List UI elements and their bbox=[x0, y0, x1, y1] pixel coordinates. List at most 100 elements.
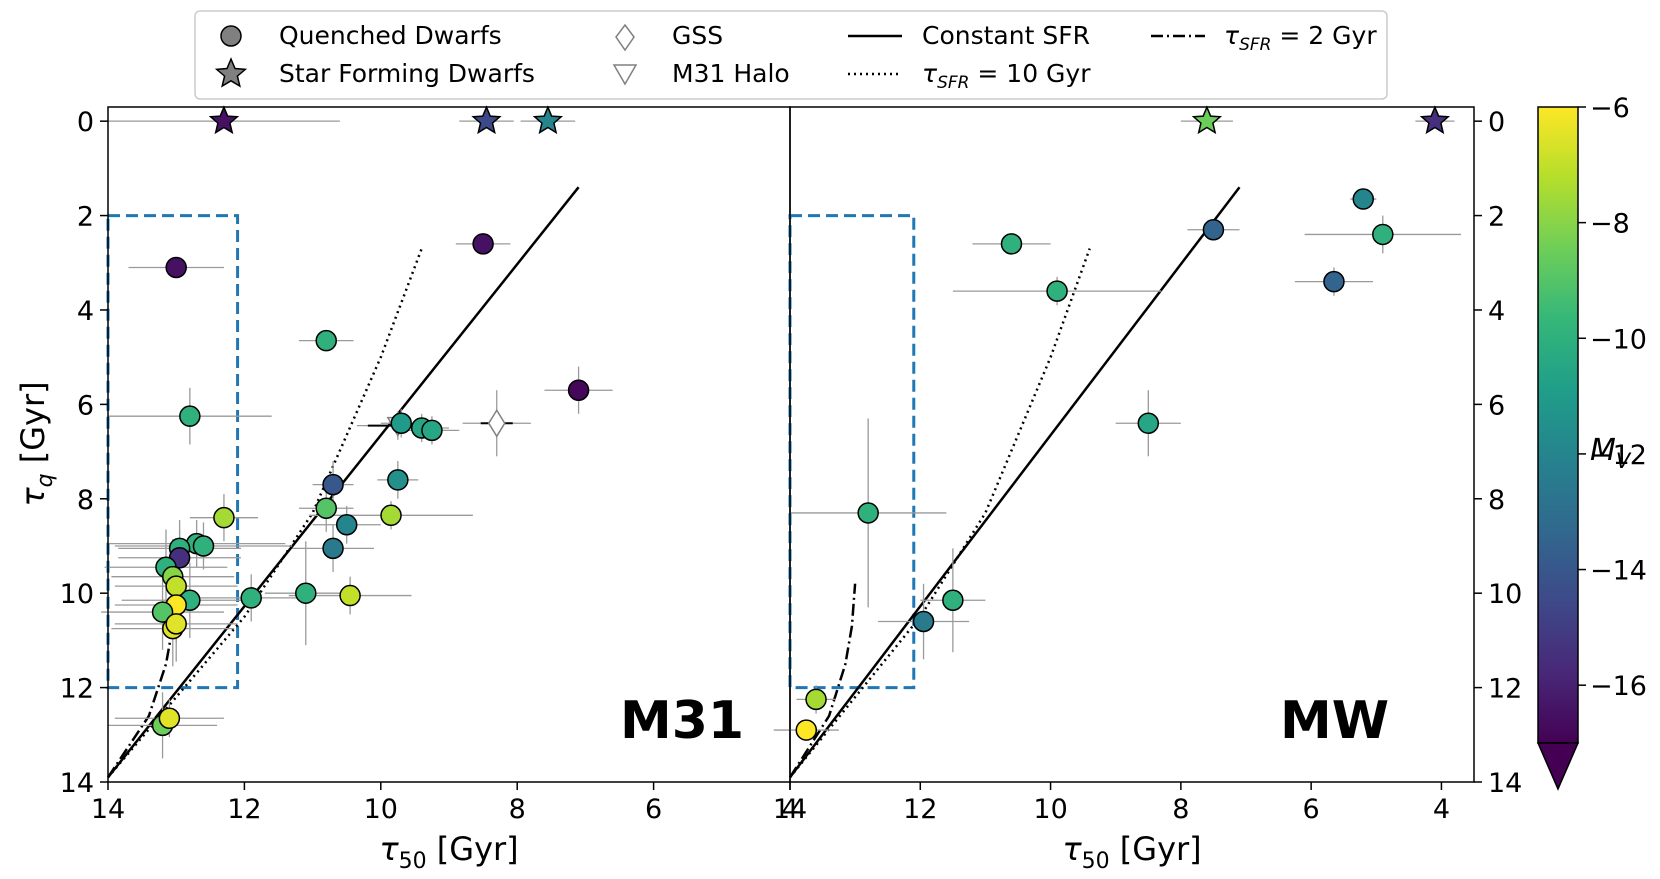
colorbar-tick-label: −8 bbox=[1590, 209, 1630, 240]
mw-quenched-dwarf-point bbox=[1323, 270, 1345, 293]
legend-gss: GSS bbox=[672, 21, 723, 50]
legend-star-forming: Star Forming Dwarfs bbox=[279, 59, 535, 88]
m31-halo-marker-icon bbox=[612, 64, 638, 86]
mw-quenched-dwarf-point bbox=[942, 589, 964, 612]
mw-quenched-dwarf-point bbox=[805, 688, 827, 711]
m31-y-axis-label: τq [Gyr] bbox=[14, 381, 58, 506]
mw-quenched-dwarf-point bbox=[1352, 188, 1375, 210]
tau-sfr-2-sub: SFR bbox=[1239, 35, 1271, 55]
mw-selection-box bbox=[788, 214, 916, 690]
tau-sfr-10-symbol: τ bbox=[922, 59, 938, 88]
m31-xtick-label: 12 bbox=[227, 794, 261, 825]
mw-xtick-label: 10 bbox=[1033, 794, 1067, 825]
m31-quenched-dwarf-point bbox=[213, 506, 235, 529]
m31-quenched-dwarf-point bbox=[335, 513, 358, 536]
m31-ytick-label: 14 bbox=[60, 768, 94, 799]
mw-xticks: 14 12 10 8 6 4 bbox=[773, 782, 1450, 825]
mw-xtick-label: 12 bbox=[903, 794, 937, 825]
mw-quenched-dwarf-point bbox=[1372, 223, 1394, 246]
m31-quenched-dwarf-point bbox=[240, 587, 262, 609]
legend-m31-halo: M31 Halo bbox=[672, 59, 790, 88]
m31-quenched-dwarf-point bbox=[192, 535, 215, 557]
mw-quenched-dwarf-point bbox=[1202, 218, 1225, 241]
m31-quenched-dwarf-point bbox=[387, 469, 409, 491]
m31-ytick-label: 4 bbox=[77, 296, 94, 327]
m31-xtick-label: 8 bbox=[509, 794, 526, 825]
gss-marker-icon bbox=[615, 23, 635, 52]
colorbar-body bbox=[1537, 106, 1579, 744]
colorbar-ticks: −6 −8 −10 −12 −14 −16 bbox=[1578, 93, 1647, 702]
m31-xtick-label: 6 bbox=[645, 794, 662, 825]
colorbar: −6 −8 −10 −12 −14 −16 MV bbox=[1536, 93, 1647, 791]
star-forming-marker-icon bbox=[214, 57, 248, 88]
m31-x-axis-label: τ50 [Gyr] bbox=[379, 830, 518, 874]
colorbar-extend-arrow bbox=[1536, 742, 1580, 791]
m31-star-forming-dwarf-point bbox=[532, 105, 564, 135]
mw-ytick-label: 10 bbox=[1488, 579, 1522, 610]
mw-quenched-dwarf-point bbox=[1046, 280, 1068, 302]
mw-quenched-dwarf-point bbox=[795, 719, 818, 741]
m31-ytick-label: 12 bbox=[60, 674, 94, 705]
m31-selection-box bbox=[106, 214, 240, 690]
m31-quenched-dwarf-point bbox=[421, 419, 443, 442]
m31-ylabel-rest: [Gyr] bbox=[14, 381, 52, 473]
mw-ytick-label: 6 bbox=[1488, 390, 1505, 421]
legend-tau-sfr-10: τSFR = 10 Gyr bbox=[922, 59, 1091, 93]
colorbar-tick-label: −16 bbox=[1590, 671, 1647, 702]
m31-ylabel-symbol: τ bbox=[14, 487, 52, 507]
mw-ytick-label: 12 bbox=[1488, 674, 1522, 705]
m31-xlabel-rest: [Gyr] bbox=[427, 830, 519, 868]
quenched-marker-icon bbox=[220, 25, 242, 47]
colorbar-tick-label: −14 bbox=[1590, 556, 1647, 587]
legend-frame bbox=[194, 10, 1388, 100]
mw-xlabel-symbol: τ bbox=[1062, 830, 1082, 868]
legend-tau-sfr-2: τSFR = 2 Gyr bbox=[1224, 21, 1377, 55]
tau-sfr-10-sub: SFR bbox=[937, 73, 969, 93]
mw-xtick-label: 6 bbox=[1303, 794, 1320, 825]
mw-star-forming-dwarf-point bbox=[1419, 105, 1451, 135]
m31-xticks: 14 12 10 8 6 4 bbox=[91, 782, 799, 825]
m31-quenched-dwarf-point bbox=[165, 613, 187, 635]
m31-quenched-dwarf-point bbox=[315, 497, 337, 519]
m31-xlabel-sub: 50 bbox=[399, 849, 427, 874]
mw-ytick-label: 14 bbox=[1488, 768, 1522, 799]
m31-ytick-label: 8 bbox=[77, 485, 94, 516]
m31-ytick-label: 6 bbox=[77, 390, 94, 421]
m31-axes-frame bbox=[107, 106, 791, 783]
m31-quenched-dwarf-point bbox=[339, 584, 361, 607]
m31-quenched-dwarf-point bbox=[567, 379, 590, 401]
m31-quenched-dwarf-point bbox=[165, 256, 187, 279]
mw-quenched-dwarf-point bbox=[1000, 233, 1023, 255]
m31-panel-label: M31 bbox=[620, 691, 744, 751]
tau-sfr-2-rest: = 2 Gyr bbox=[1271, 21, 1377, 50]
m31-quenched-dwarf-point bbox=[151, 601, 174, 623]
colorbar-label: MV bbox=[1590, 433, 1632, 473]
m31-star-forming-dwarf-point bbox=[208, 105, 240, 135]
m31-quenched-dwarf-point bbox=[315, 329, 337, 352]
mw-xtick-label: 4 bbox=[1433, 794, 1450, 825]
m31-gss-marker bbox=[487, 408, 506, 438]
m31-star-forming-dwarf-point bbox=[471, 105, 502, 135]
mw-quenched-dwarf-point bbox=[1137, 412, 1160, 435]
mw-panel: 14 12 10 8 6 4 0 2 4 6 8 10 12 14 MW τ50 [Gyr] bbox=[773, 105, 1522, 874]
m31-plot-layer bbox=[101, 105, 613, 779]
m31-ytick-label: 2 bbox=[77, 202, 94, 233]
legend: Quenched Dwarfs Star Forming Dwarfs GSS … bbox=[194, 10, 1388, 100]
mw-ytick-label: 0 bbox=[1488, 107, 1505, 138]
m31-quenched-dwarf-point bbox=[472, 233, 494, 255]
m31-quenched-dwarf-point bbox=[179, 405, 201, 427]
m31-quenched-dwarf-point bbox=[158, 707, 181, 730]
legend-quenched: Quenched Dwarfs bbox=[279, 21, 502, 50]
colorbar-label-sub: V bbox=[1616, 449, 1632, 473]
mw-tau-sfr-2-line bbox=[788, 583, 857, 778]
m31-ytick-label: 0 bbox=[77, 107, 94, 138]
mw-ytick-label: 4 bbox=[1488, 296, 1505, 327]
mw-yticks: 0 2 4 6 8 10 12 14 bbox=[1474, 107, 1522, 799]
tau-sfr-10-rest: = 10 Gyr bbox=[969, 59, 1091, 88]
m31-xtick-label: 14 bbox=[91, 794, 125, 825]
m31-quenched-dwarf-point bbox=[295, 582, 317, 604]
mw-quenched-dwarf-point bbox=[857, 502, 879, 524]
mw-quenched-dwarf-point bbox=[912, 610, 935, 633]
